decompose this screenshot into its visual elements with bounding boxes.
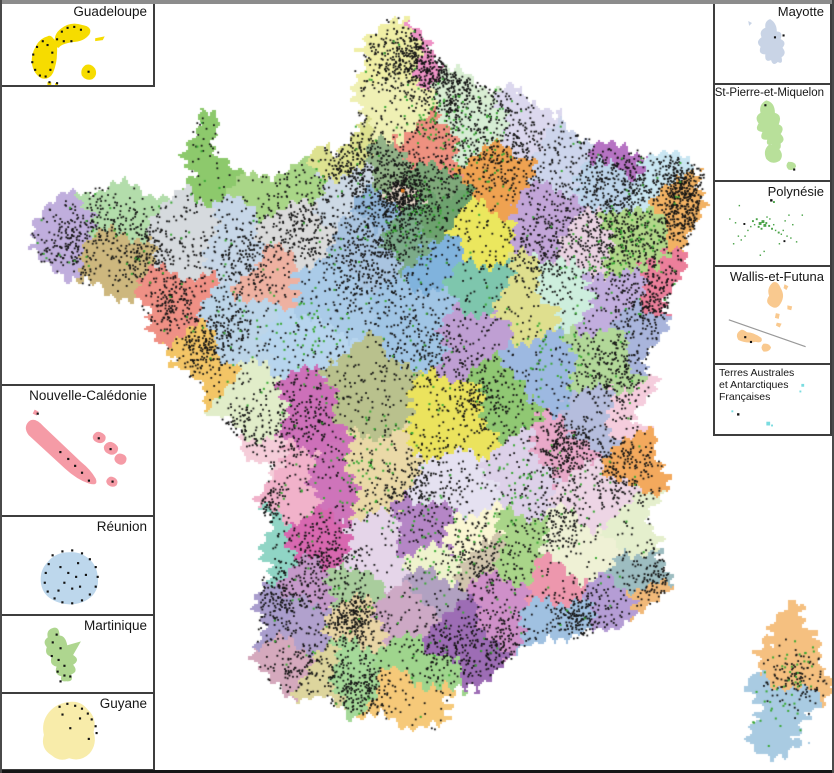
st-pierre-et-miquelon-map — [756, 100, 797, 171]
inset-martinique: Martinique — [0, 614, 155, 694]
mayotte-map — [748, 19, 785, 65]
reunion-island-shape — [40, 552, 99, 605]
guyane-map — [42, 701, 98, 760]
nouvelle-caledonie-map — [25, 409, 127, 487]
inset-reunion: Réunion — [0, 515, 155, 616]
futuna-island-shape — [736, 329, 762, 343]
reunion-map — [40, 549, 99, 605]
guadeloupe-commune-dots — [31, 25, 90, 85]
inset-label-mayotte: Mayotte — [777, 4, 824, 19]
martinique-island-shape — [44, 627, 81, 682]
page-border-right — [832, 0, 834, 773]
polynesie-island-specks — [729, 201, 804, 256]
taaf-island-specks — [731, 383, 805, 427]
taaf-commune-dots — [737, 413, 740, 416]
inset-st-pierre-et-miquelon: St-Pierre-et-Miquelon — [713, 83, 832, 182]
martinique-commune-dots — [50, 633, 72, 683]
inset-label-terres-australes: Terres Australes et Antarctiques Françai… — [719, 367, 794, 403]
polynesie-commune-dots — [743, 199, 786, 243]
mayotte-island-shape — [757, 19, 785, 65]
inset-label-nouvelle-caledonie: Nouvelle-Calédonie — [29, 388, 147, 403]
spm-commune-dots — [764, 104, 796, 171]
inset-label-guadeloupe: Guadeloupe — [73, 4, 147, 19]
inset-label-st-pierre-et-miquelon: St-Pierre-et-Miquelon — [714, 87, 824, 99]
mayotte-commune-dots — [773, 34, 785, 39]
wallis-et-futuna-map — [728, 281, 806, 352]
inset-label-guyane: Guyane — [99, 696, 147, 711]
guadeloupe-basse-terre-shape — [31, 35, 58, 79]
reunion-commune-dots — [43, 549, 99, 605]
taaf-label-line1: Terres Australes — [719, 367, 795, 379]
taaf-label-line3: Françaises — [719, 391, 771, 404]
inset-label-martinique: Martinique — [83, 618, 147, 633]
inset-terres-australes: Terres Australes et Antarctiques Françai… — [713, 363, 832, 436]
alofi-island-shape — [761, 343, 772, 352]
guadeloupe-map — [31, 23, 105, 85]
wallis-island-shape — [767, 281, 784, 308]
page-border-top — [0, 0, 834, 4]
page-border-left — [0, 0, 2, 773]
terres-australes-map — [731, 383, 805, 427]
page-border-bottom — [0, 770, 834, 773]
martinique-map — [44, 627, 81, 683]
inset-label-wallis-et-futuna: Wallis-et-Futuna — [729, 269, 824, 284]
polynesie-map — [729, 199, 804, 256]
spm-miquelon-shape — [756, 100, 784, 150]
inset-guadeloupe: Guadeloupe — [0, 0, 155, 87]
wallis-divider-line — [728, 319, 806, 348]
wallis-islets-shape — [774, 284, 793, 328]
wallis-commune-dots — [744, 336, 753, 344]
inset-wallis-et-futuna: Wallis-et-Futuna — [713, 265, 832, 365]
inset-nouvelle-caledonie: Nouvelle-Calédonie — [0, 384, 155, 517]
guadeloupe-grande-terre-shape — [54, 23, 91, 48]
guadeloupe-desirade-shape — [95, 36, 105, 42]
inset-guyane: Guyane — [0, 692, 155, 771]
guyane-commune-dots — [58, 702, 98, 740]
inset-polynesie: Polynésie — [713, 180, 832, 267]
inset-mayotte: Mayotte — [713, 0, 832, 85]
nc-commune-dots — [36, 412, 114, 483]
spm-langlade-shape — [764, 144, 782, 163]
inset-label-polynesie: Polynésie — [767, 184, 824, 199]
mayotte-islet-shape — [748, 21, 753, 26]
inset-label-reunion: Réunion — [96, 519, 147, 534]
taaf-label-line2: et Antarctiques — [719, 379, 789, 392]
spm-saint-pierre-shape — [786, 161, 797, 170]
guyane-shape — [42, 701, 95, 760]
